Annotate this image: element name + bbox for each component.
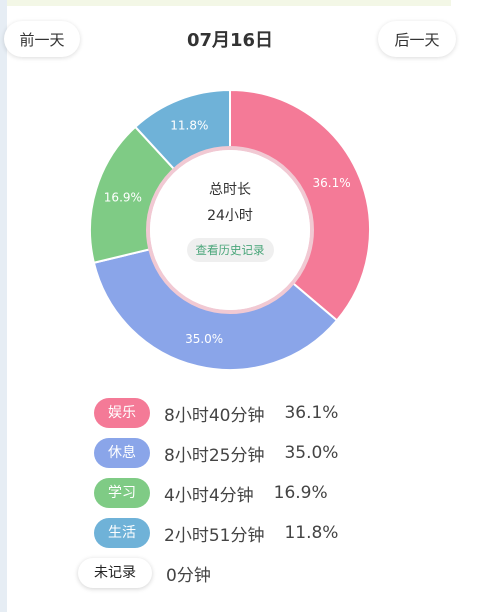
legend-duration: 0分钟: [166, 561, 211, 586]
slice-label: 36.1%: [313, 176, 351, 190]
top-strip: [0, 0, 481, 6]
legend-percent: 11.8%: [284, 523, 338, 543]
total-duration-title: 总时长: [160, 180, 300, 200]
legend-pill-life[interactable]: 生活: [94, 518, 150, 548]
legend-pill-unrecorded[interactable]: 未记录: [78, 558, 152, 588]
legend-row-study[interactable]: 学习 4小时4分钟 16.9%: [76, 478, 396, 508]
total-duration-value: 24小时: [160, 206, 300, 226]
date-title: 07月16日: [150, 26, 310, 52]
prev-day-button[interactable]: 前一天: [4, 21, 80, 57]
center-summary: 总时长 24小时 查看历史记录: [160, 180, 300, 262]
legend-duration: 4小时4分钟: [164, 481, 254, 506]
legend-row-rest[interactable]: 休息 8小时25分钟 35.0%: [76, 438, 396, 468]
legend-percent: 36.1%: [284, 403, 338, 423]
legend-pill-rest[interactable]: 休息: [94, 438, 150, 468]
slice-label: 11.8%: [170, 119, 208, 133]
view-history-button[interactable]: 查看历史记录: [187, 238, 274, 262]
left-edge: [0, 0, 7, 612]
legend-pill-entertainment[interactable]: 娱乐: [94, 398, 150, 428]
right-edge: [451, 0, 481, 612]
slice-label: 35.0%: [185, 332, 223, 346]
next-day-button[interactable]: 后一天: [378, 21, 456, 57]
legend-duration: 8小时25分钟: [164, 441, 264, 466]
legend-row-unrecorded[interactable]: 未记录 0分钟: [76, 558, 396, 588]
legend-percent: 35.0%: [284, 443, 338, 463]
slice-label: 16.9%: [104, 190, 142, 204]
legend-duration: 2小时51分钟: [164, 521, 264, 546]
legend-row-life[interactable]: 生活 2小时51分钟 11.8%: [76, 518, 396, 548]
legend-pill-study[interactable]: 学习: [94, 478, 150, 508]
legend-duration: 8小时40分钟: [164, 401, 264, 426]
legend-row-entertainment[interactable]: 娱乐 8小时40分钟 36.1%: [76, 398, 396, 428]
legend: 娱乐 8小时40分钟 36.1% 休息 8小时25分钟 35.0% 学习 4小时…: [76, 398, 396, 598]
legend-percent: 16.9%: [274, 483, 328, 503]
